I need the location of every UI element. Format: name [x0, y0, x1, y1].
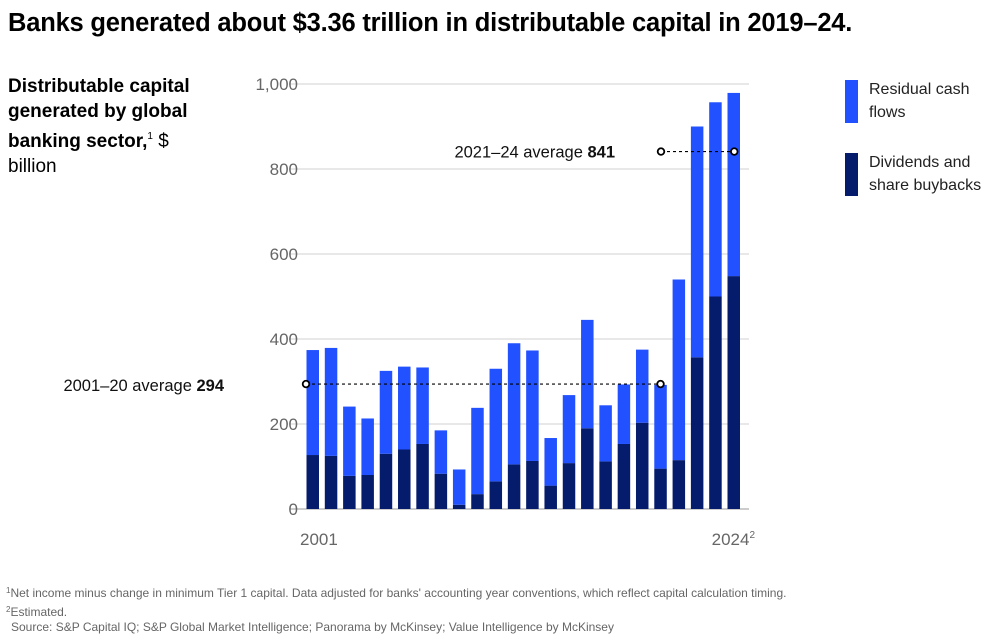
bar-segment — [452, 469, 466, 505]
bar-segment — [398, 366, 411, 450]
y-tick-label: 400 — [270, 330, 298, 349]
footnote-1-marker: 1 — [6, 586, 11, 595]
average-lines: 2001–20 average 294 2021–24 average 841 — [63, 144, 739, 395]
footnote-2-text: Estimated. — [10, 604, 68, 619]
bar-segment — [379, 453, 393, 509]
bar-segment — [581, 319, 594, 429]
bar-segment — [507, 343, 521, 465]
bar-segment — [526, 350, 539, 461]
bar-segment — [416, 443, 429, 509]
footnote-1: 1Net income minus change in minimum Tier… — [6, 583, 1001, 602]
bar-segment — [635, 422, 649, 509]
footnote-2-marker: 2 — [6, 604, 11, 614]
y-axis-title-bold: Distributable capital generated by globa… — [8, 76, 190, 152]
x-axis-ticks: 2001 20242 — [300, 530, 755, 549]
bar-segment — [544, 485, 557, 509]
bar-segment — [343, 406, 356, 476]
bar-segment — [434, 430, 448, 474]
bar-segment — [690, 126, 704, 358]
y-tick-label: 800 — [270, 160, 298, 179]
bar-segment — [471, 407, 484, 495]
y-axis-unit: $ billion — [8, 131, 169, 177]
bar-segment — [617, 384, 631, 444]
bar-segment — [361, 475, 374, 509]
bar-segment — [526, 460, 539, 509]
bars — [306, 92, 740, 509]
source-note: Source: S&P Capital IQ; S&P Global Marke… — [11, 620, 614, 634]
average-marker — [301, 379, 311, 389]
legend-item-dividends: Dividends and share buybacks — [845, 151, 1005, 199]
average-label: 2021–24 average 841 — [454, 144, 615, 162]
bar-segment — [324, 455, 338, 509]
x-tick-label: 2001 — [300, 530, 338, 549]
bar-segment — [471, 494, 484, 509]
bar-segment — [416, 367, 429, 444]
bar-segment — [398, 449, 411, 509]
y-tick-label: 1,000 — [255, 75, 298, 94]
bar-segment — [654, 384, 667, 469]
bar-segment — [599, 405, 612, 462]
legend: Residual cash flows Dividends and share … — [845, 78, 1005, 224]
bar-segment — [361, 418, 374, 475]
bar-segment — [654, 468, 667, 509]
average-marker — [730, 147, 739, 156]
y-tick-label: 200 — [270, 415, 298, 434]
legend-swatch-dividends — [845, 153, 858, 196]
bar-segment — [452, 504, 466, 509]
bar-segment — [306, 455, 319, 509]
bar-segment — [489, 368, 503, 482]
bar-segment — [507, 464, 521, 509]
average-marker — [656, 147, 666, 156]
bar-segment — [635, 349, 649, 423]
bar-segment — [434, 473, 448, 509]
footnote-2: 2Estimated. — [6, 602, 1001, 621]
bar-segment — [562, 395, 576, 464]
bar-segment — [599, 461, 612, 509]
legend-swatch-residual — [845, 80, 858, 123]
average-marker — [656, 379, 665, 389]
bar-segment — [709, 296, 722, 509]
footnote-marker-1: 1 — [147, 131, 153, 142]
bar-segment — [379, 370, 393, 454]
bar-segment — [709, 102, 722, 297]
average-label: 2001–20 average 294 — [63, 377, 224, 395]
bar-segment — [690, 357, 704, 509]
y-tick-label: 600 — [270, 245, 298, 264]
bar-segment — [562, 463, 576, 509]
y-axis-title: Distributable capital generated by globa… — [8, 74, 208, 179]
bar-segment — [617, 443, 631, 509]
legend-label-dividends: Dividends and share buybacks — [869, 154, 982, 194]
chart-title: Banks generated about $3.36 trillion in … — [8, 9, 853, 37]
bar-segment — [343, 475, 356, 509]
footnotes: 1Net income minus change in minimum Tier… — [6, 583, 1001, 636]
bar-segment — [324, 347, 338, 456]
bar-segment — [727, 276, 740, 509]
bar-segment — [489, 481, 503, 509]
bar-segment — [581, 428, 594, 509]
bar-segment — [672, 279, 686, 461]
y-axis-ticks: 0 200 400 600 800 1,000 — [255, 75, 298, 519]
bar-segment — [672, 460, 686, 509]
bar-segment — [306, 350, 319, 456]
y-tick-label: 0 — [289, 500, 298, 519]
legend-label-residual: Residual cash flows — [869, 81, 970, 121]
bar-segment — [727, 92, 740, 277]
legend-item-residual: Residual cash flows — [845, 78, 1005, 126]
footnote-1-text: Net income minus change in minimum Tier … — [10, 586, 787, 600]
bar-segment — [544, 438, 557, 486]
x-tick-label: 20242 — [712, 530, 756, 549]
